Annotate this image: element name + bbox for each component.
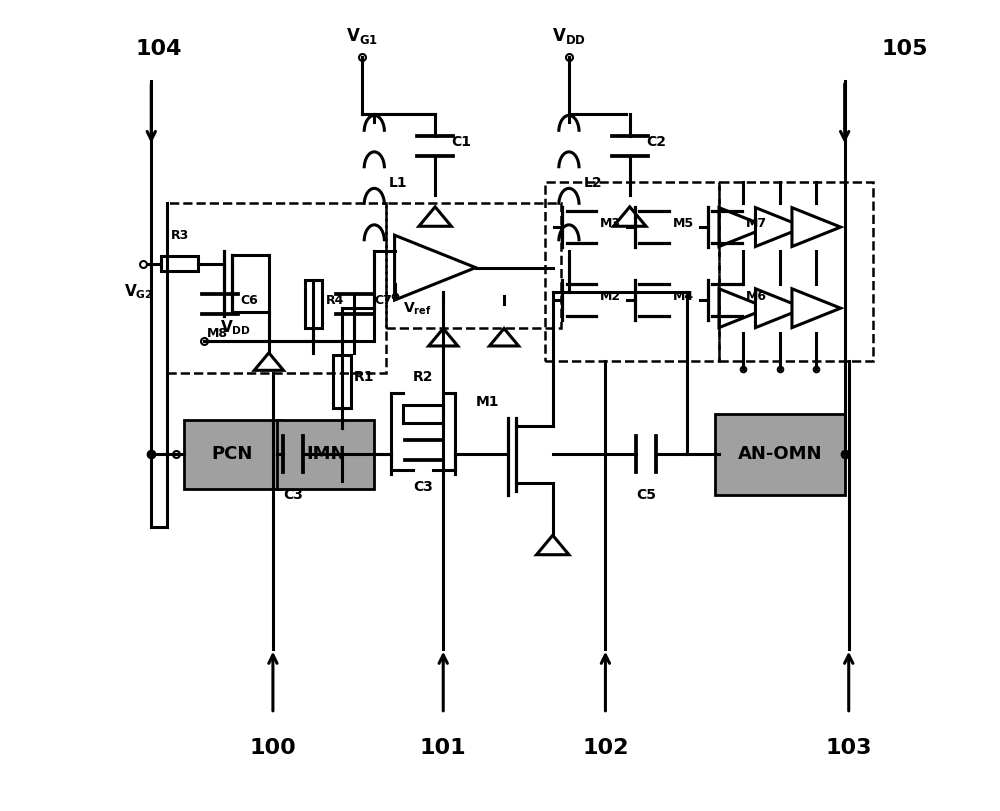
Polygon shape bbox=[792, 208, 841, 247]
Text: C6: C6 bbox=[240, 294, 258, 307]
Text: R3: R3 bbox=[171, 230, 189, 242]
Polygon shape bbox=[419, 207, 451, 226]
Bar bbox=[403, 405, 443, 423]
Text: M1: M1 bbox=[476, 394, 500, 409]
FancyBboxPatch shape bbox=[277, 420, 374, 488]
Text: C3: C3 bbox=[283, 487, 303, 502]
Text: M8: M8 bbox=[207, 327, 228, 340]
Polygon shape bbox=[429, 328, 458, 346]
Bar bbox=[386, 203, 561, 328]
Polygon shape bbox=[536, 535, 569, 555]
Text: R2: R2 bbox=[413, 370, 433, 384]
Text: 101: 101 bbox=[420, 738, 467, 758]
Text: M2: M2 bbox=[600, 290, 621, 303]
Text: M4: M4 bbox=[673, 290, 694, 303]
Bar bbox=[161, 256, 198, 271]
Text: C5: C5 bbox=[636, 487, 656, 502]
Text: M6: M6 bbox=[746, 290, 767, 303]
Text: L2: L2 bbox=[584, 175, 602, 190]
Text: $\mathbf{V_{DD}}$: $\mathbf{V_{DD}}$ bbox=[552, 26, 586, 45]
Text: M3: M3 bbox=[600, 217, 621, 230]
Bar bbox=[167, 203, 386, 373]
Polygon shape bbox=[719, 208, 768, 247]
Polygon shape bbox=[755, 208, 804, 247]
Text: AN-OMN: AN-OMN bbox=[738, 445, 822, 463]
Text: C1: C1 bbox=[451, 135, 471, 149]
Bar bbox=[305, 280, 322, 328]
Text: L1: L1 bbox=[389, 175, 408, 190]
Text: C7: C7 bbox=[374, 294, 392, 307]
Text: 100: 100 bbox=[250, 738, 296, 758]
Text: 103: 103 bbox=[825, 738, 872, 758]
Text: C2: C2 bbox=[646, 135, 666, 149]
Text: 105: 105 bbox=[881, 39, 928, 58]
FancyBboxPatch shape bbox=[184, 420, 281, 488]
Bar bbox=[545, 182, 719, 361]
Text: M7: M7 bbox=[746, 217, 767, 230]
Text: M5: M5 bbox=[673, 217, 694, 230]
Polygon shape bbox=[614, 207, 646, 226]
Bar bbox=[719, 182, 873, 361]
Text: $\mathbf{V_{DD}}$: $\mathbf{V_{DD}}$ bbox=[220, 319, 251, 337]
Text: IMN: IMN bbox=[306, 445, 345, 463]
FancyBboxPatch shape bbox=[715, 414, 845, 495]
Text: $\mathbf{V_{ref}}$: $\mathbf{V_{ref}}$ bbox=[403, 300, 431, 316]
Bar bbox=[333, 355, 351, 407]
Polygon shape bbox=[755, 289, 804, 328]
Text: $\mathbf{V_{G1}}$: $\mathbf{V_{G1}}$ bbox=[346, 26, 378, 45]
Polygon shape bbox=[254, 353, 283, 371]
Text: $\mathbf{V_{G2}}$: $\mathbf{V_{G2}}$ bbox=[124, 282, 154, 301]
Text: C3: C3 bbox=[413, 479, 433, 494]
Text: PCN: PCN bbox=[212, 445, 253, 463]
Text: 104: 104 bbox=[135, 39, 182, 58]
Text: R1: R1 bbox=[354, 370, 375, 384]
Polygon shape bbox=[395, 235, 476, 300]
Polygon shape bbox=[792, 289, 841, 328]
Polygon shape bbox=[489, 328, 519, 346]
Polygon shape bbox=[719, 289, 768, 328]
Text: 102: 102 bbox=[582, 738, 629, 758]
Text: R4: R4 bbox=[326, 294, 344, 307]
